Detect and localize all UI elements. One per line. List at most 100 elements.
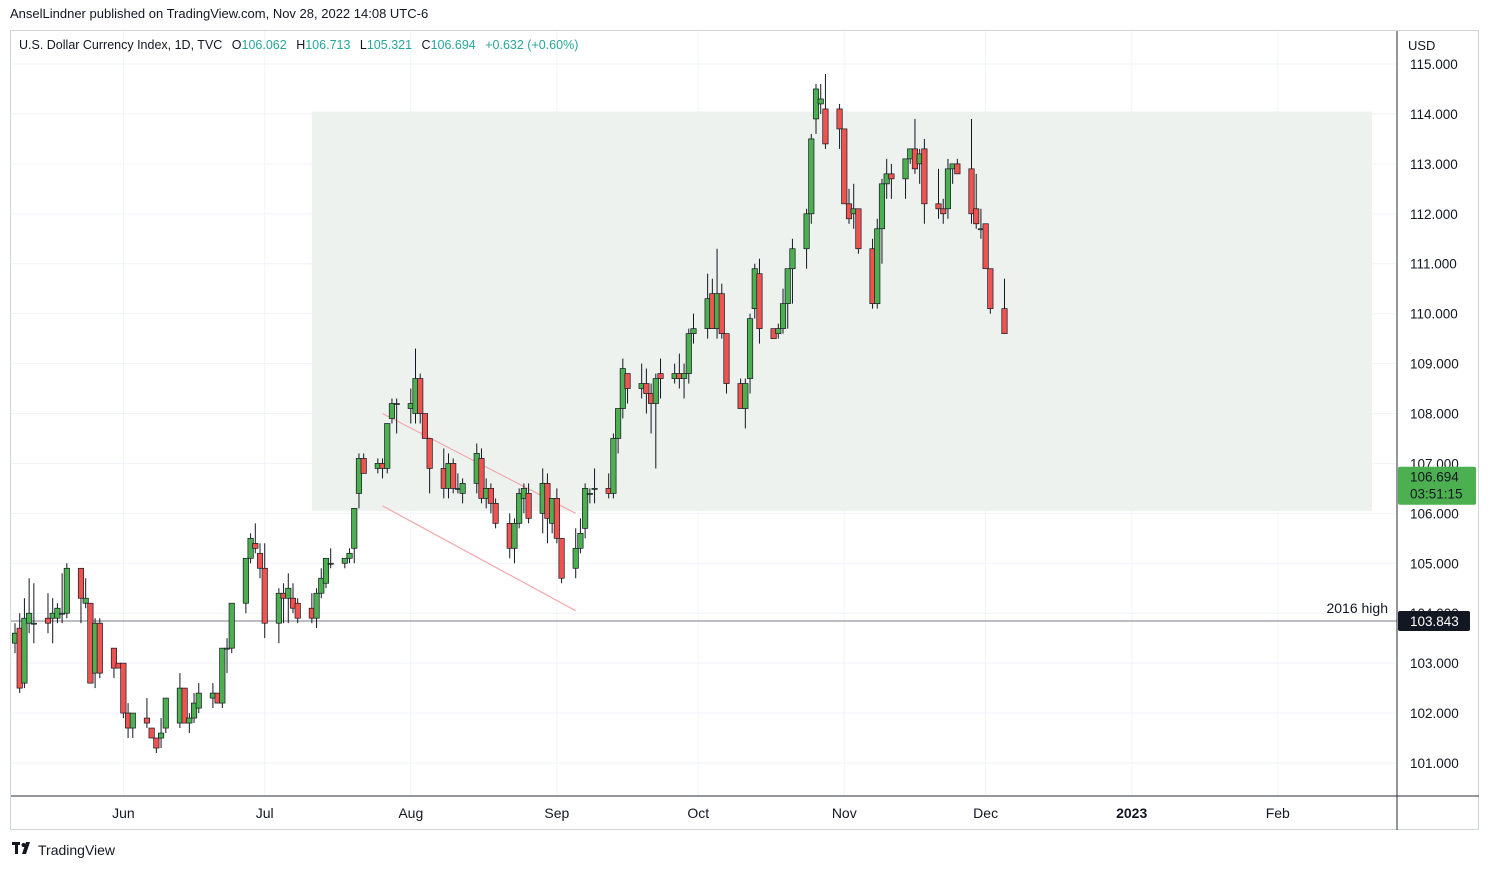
candle-up (346, 552, 353, 559)
close-label: C (421, 38, 431, 52)
candle-up (162, 697, 169, 729)
candle-up (516, 493, 523, 524)
candle-up (779, 303, 787, 329)
candle-down (148, 727, 155, 739)
x-tick-label: Dec (973, 805, 998, 821)
candle-down (940, 208, 947, 215)
low-label: L (359, 38, 367, 52)
candle-down (44, 617, 52, 624)
candle-up (817, 98, 824, 105)
y-tick-label: 114.000 (1410, 107, 1458, 122)
y-tick-label: 105.000 (1410, 556, 1459, 571)
candle-up (874, 228, 881, 305)
candle-up (186, 717, 193, 724)
candle-up (318, 577, 325, 594)
candle-up (30, 622, 37, 625)
candle-up (327, 562, 334, 565)
candle-up (242, 557, 249, 604)
change-value: +0.632 (+0.60%) (485, 38, 579, 52)
candle-up (223, 647, 231, 650)
candle-down (987, 268, 994, 310)
candle-down (855, 208, 862, 250)
symbol-name: U.S. Dollar Currency Index, 1D, TVC (19, 38, 223, 52)
candle-up (652, 378, 659, 404)
y-tick-label: 115.000 (1410, 57, 1458, 72)
candle-up (582, 488, 589, 529)
candle-down (1001, 308, 1008, 334)
candle-up (459, 483, 466, 494)
candle-down (294, 602, 301, 619)
y-tick-label: 108.000 (1410, 407, 1459, 422)
candle-down (360, 458, 367, 474)
candle-down (558, 537, 565, 579)
x-tick-label: Nov (832, 805, 857, 821)
candle-up (355, 458, 363, 494)
candle-up (285, 587, 292, 599)
x-tick-label: Jun (112, 805, 135, 821)
candle-down (421, 413, 428, 439)
candle-up (878, 183, 886, 230)
candle-down (756, 273, 763, 329)
candle-up (158, 732, 165, 739)
level-label-2016-high: 2016 high (1326, 600, 1388, 616)
candle-down (643, 383, 650, 394)
candle-up (808, 138, 815, 215)
last-price-tag (1398, 466, 1476, 505)
tradingview-brand: TradingView (38, 842, 116, 858)
last-price-value: 106.694 (1410, 470, 1459, 485)
tradingview-logo-icon (12, 841, 34, 859)
candle-countdown: 03:51:15 (1410, 487, 1463, 502)
candle-down (888, 173, 895, 180)
publisher-line: AnselLindner published on TradingView.co… (10, 6, 429, 21)
candle-up (63, 567, 70, 614)
candle-down (718, 293, 725, 334)
candle-down (110, 647, 117, 669)
candle-up (341, 557, 348, 564)
open-value: 106.062 (241, 38, 287, 52)
candle-up (586, 493, 593, 495)
currency-label[interactable]: USD (1408, 38, 1436, 53)
x-tick-label: Oct (687, 805, 709, 821)
candle-down (723, 333, 730, 384)
candle-down (417, 378, 424, 414)
candle-up (902, 158, 909, 180)
high-value: 106.713 (305, 38, 351, 52)
candle-down (153, 737, 160, 749)
candle-down (973, 208, 980, 225)
x-tick-label: Aug (398, 805, 423, 821)
candle-up (195, 692, 202, 709)
symbol-legend: U.S. Dollar Currency Index, 1D, TVC O106… (19, 38, 578, 52)
y-tick-label: 111.000 (1410, 257, 1457, 272)
candle-up (511, 522, 518, 549)
y-tick-label: 110.000 (1410, 307, 1458, 322)
candle-down (982, 223, 989, 270)
candle-up (219, 647, 226, 704)
candle-down (96, 622, 103, 674)
candle-up (384, 423, 391, 469)
candle-down (841, 128, 848, 205)
x-tick-label: Jul (256, 805, 274, 821)
y-tick-label: 113.000 (1410, 157, 1458, 172)
candle-up (610, 438, 617, 494)
candle-up (685, 333, 692, 374)
candle-down (624, 373, 631, 389)
x-tick-label: Sep (544, 805, 569, 821)
chart-frame (10, 30, 1479, 830)
x-tick-label: Feb (1266, 805, 1290, 821)
candle-up (26, 612, 33, 624)
candle-up (190, 702, 198, 719)
candle-down (657, 373, 664, 379)
candle-down (450, 463, 457, 489)
y-tick-label: 103.000 (1410, 656, 1459, 671)
candle-up (275, 592, 282, 624)
high-label: H (296, 38, 306, 52)
candle-down (478, 458, 485, 499)
candle-down (525, 493, 532, 519)
candle-up (313, 592, 320, 619)
candle-up (577, 532, 584, 549)
candle-up (21, 617, 28, 684)
tradingview-footer[interactable]: TradingView (12, 841, 115, 859)
candle-up (351, 508, 358, 549)
channel-line (382, 505, 576, 612)
